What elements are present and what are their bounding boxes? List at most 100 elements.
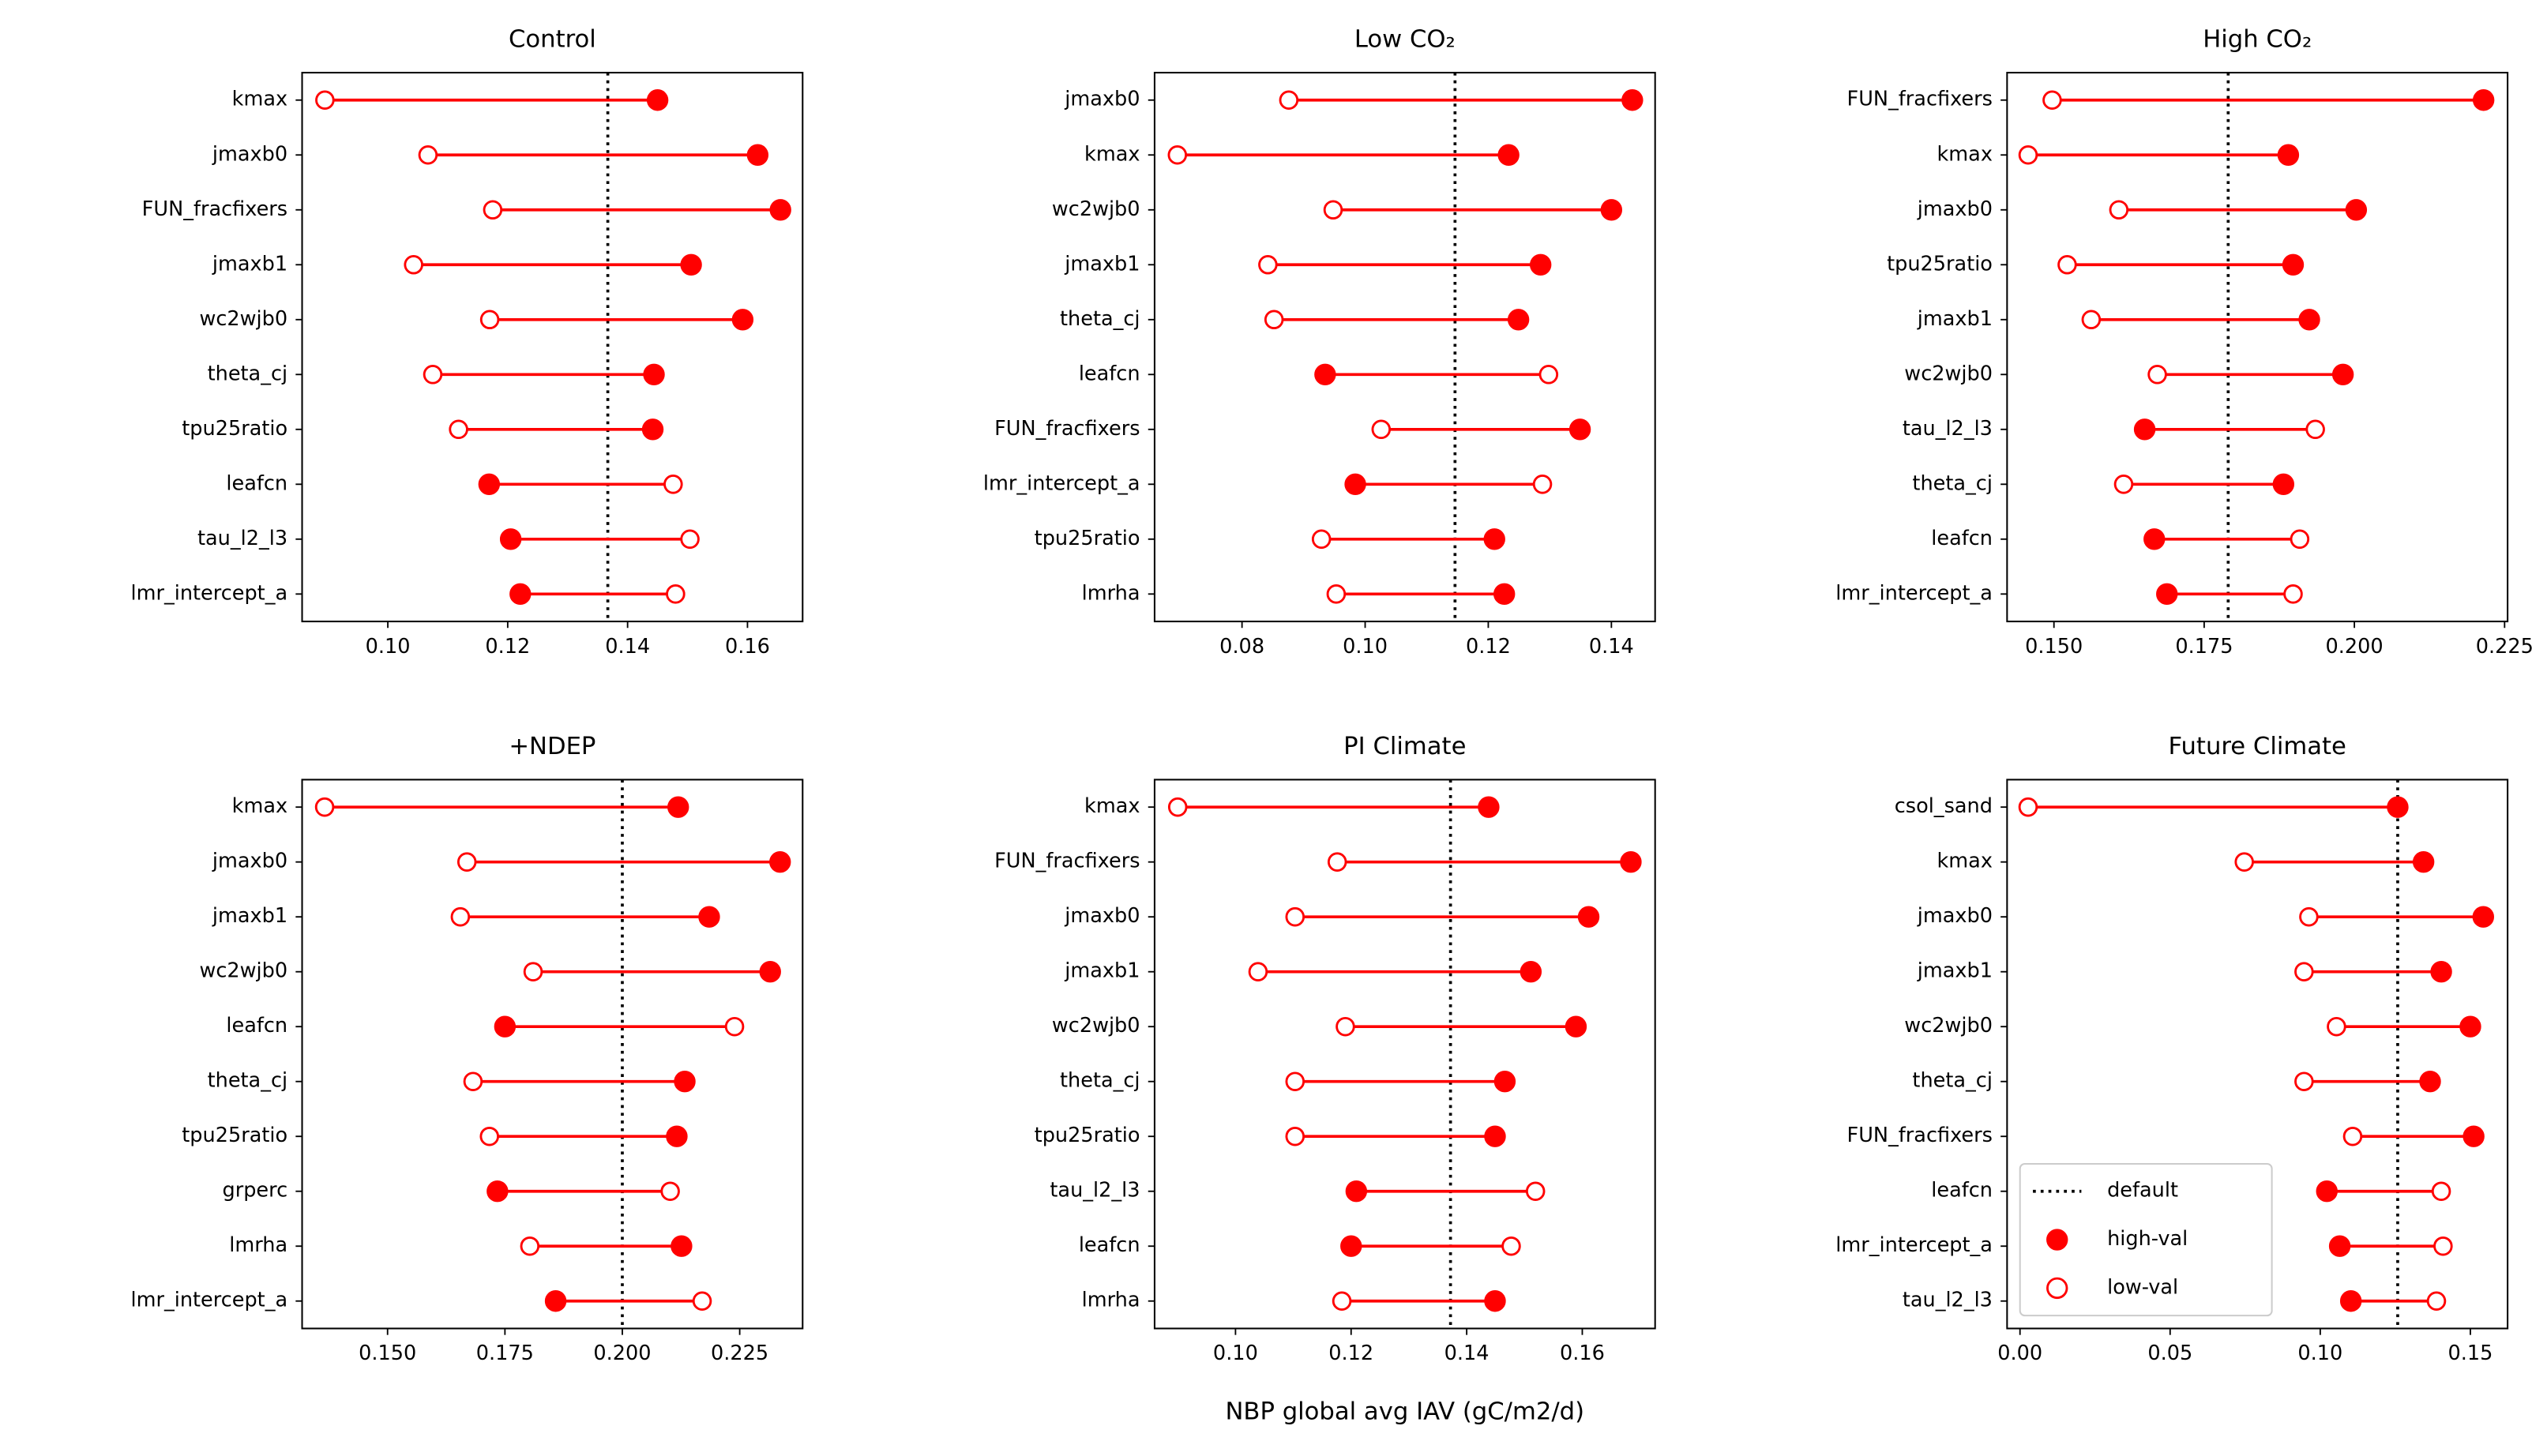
y-tick-label: jmaxb1 [212, 252, 287, 276]
y-tick-label: wc2wjb0 [1904, 362, 1993, 385]
low-marker [1285, 1126, 1305, 1146]
y-tick-label: tau_l2_l3 [1903, 1289, 1993, 1312]
low-marker [666, 584, 686, 604]
y-tick-label: jmaxb0 [212, 142, 287, 166]
low-marker [2327, 1016, 2346, 1037]
y-tick-label: FUN_fracfixers [1847, 1124, 1993, 1147]
high-marker [2331, 363, 2354, 385]
x-tick-label: 0.175 [2175, 635, 2233, 659]
y-tick-label: tpu25ratio [182, 1124, 287, 1147]
legend-swatch [2046, 1229, 2068, 1251]
low-marker [1285, 1071, 1305, 1091]
subplot-title: Low CO₂ [1354, 26, 1456, 54]
y-tick-label: wc2wjb0 [1052, 1014, 1140, 1038]
x-tick-label: 0.10 [2297, 1342, 2342, 1365]
y-tick-label: grperc [222, 1179, 287, 1203]
x-tick-label: 0.15 [2448, 1342, 2493, 1365]
low-marker [1532, 475, 1553, 494]
y-tick-label: lmr_intercept_a [1835, 581, 1993, 605]
y-tick-label: tpu25ratio [1035, 527, 1140, 550]
high-marker [2463, 1125, 2485, 1147]
y-tick-label: theta_cj [1060, 1069, 1140, 1093]
y-tick-label: theta_cj [208, 1069, 288, 1093]
high-marker [671, 1235, 693, 1257]
y-tick-label: FUN_fracfixers [994, 850, 1140, 873]
x-tick-label: 0.14 [1589, 635, 1634, 659]
y-tick-label: jmaxb0 [1917, 904, 1993, 928]
y-tick-label: leafcn [1079, 1233, 1140, 1257]
x-tick-label: 0.16 [1560, 1342, 1605, 1365]
x-tick-label: 0.16 [725, 635, 770, 659]
low-marker [1525, 1181, 1546, 1201]
low-marker [2294, 962, 2314, 981]
high-marker [2272, 473, 2295, 496]
low-marker [2433, 1236, 2453, 1256]
high-marker [666, 1125, 688, 1147]
low-marker [450, 906, 471, 927]
axes-frame [2006, 71, 2509, 623]
high-marker [2472, 89, 2495, 111]
high-marker [1568, 418, 1591, 441]
x-tick-label: 0.05 [2147, 1342, 2192, 1365]
low-marker [1501, 1236, 1521, 1256]
high-marker [674, 1071, 696, 1093]
high-marker [641, 418, 664, 441]
y-tick-label: jmaxb1 [1064, 252, 1140, 276]
high-marker [2387, 796, 2409, 818]
x-tick-label: 0.12 [485, 635, 530, 659]
y-tick-label: lmr_intercept_a [1835, 1233, 1993, 1257]
axes-frame [1153, 779, 1656, 1330]
x-tick-label: 0.14 [605, 635, 650, 659]
axes-frame [1153, 71, 1656, 623]
high-marker [2316, 1180, 2338, 1203]
y-tick-label: lmr_intercept_a [983, 471, 1140, 495]
y-tick-label: FUN_fracfixers [994, 417, 1140, 441]
axes-frame [301, 779, 804, 1330]
low-marker [2234, 852, 2254, 872]
y-tick-label: kmax [1084, 142, 1140, 166]
y-tick-label: theta_cj [1060, 307, 1140, 331]
high-marker [1493, 1071, 1516, 1093]
low-marker [1538, 365, 1559, 385]
legend-swatch [2046, 1277, 2068, 1300]
axes-frame [301, 71, 804, 623]
x-tick-label: 0.150 [2025, 635, 2083, 659]
high-marker [759, 960, 781, 983]
y-tick-label: theta_cj [1912, 471, 1993, 495]
low-marker [523, 962, 543, 981]
y-tick-label: jmaxb0 [1064, 88, 1140, 111]
y-tick-label: tpu25ratio [182, 417, 287, 441]
x-tick-label: 0.225 [2476, 635, 2532, 659]
high-marker [2143, 528, 2166, 550]
y-tick-label: FUN_fracfixers [1847, 88, 1993, 111]
x-tick-label: 0.10 [1343, 635, 1388, 659]
low-marker [2081, 310, 2102, 330]
low-marker [2147, 365, 2167, 385]
x-tick-label: 0.200 [2326, 635, 2384, 659]
high-marker [1507, 309, 1530, 331]
y-tick-label: leafcn [1079, 362, 1140, 385]
y-tick-label: theta_cj [208, 362, 288, 385]
low-marker [423, 365, 443, 385]
high-marker [1565, 1015, 1587, 1038]
y-tick-label: FUN_fracfixers [142, 197, 287, 221]
high-marker [2277, 144, 2300, 166]
high-marker [646, 89, 669, 111]
high-marker [1577, 906, 1600, 928]
high-marker [1478, 796, 1500, 818]
high-marker [1484, 1290, 1506, 1312]
high-marker [2419, 1071, 2441, 1093]
y-tick-label: lmr_intercept_a [130, 1289, 287, 1312]
low-marker [315, 90, 335, 111]
low-marker [1264, 310, 1284, 330]
high-marker [2459, 1015, 2481, 1038]
low-marker [660, 1181, 680, 1201]
low-marker [2018, 144, 2038, 165]
y-tick-label: kmax [232, 794, 287, 818]
low-marker [2299, 906, 2319, 927]
x-tick-label: 0.14 [1444, 1342, 1490, 1365]
low-marker [1327, 852, 1347, 872]
y-tick-label: wc2wjb0 [199, 307, 287, 331]
x-tick-label: 0.225 [711, 1342, 768, 1365]
low-marker [404, 255, 423, 275]
